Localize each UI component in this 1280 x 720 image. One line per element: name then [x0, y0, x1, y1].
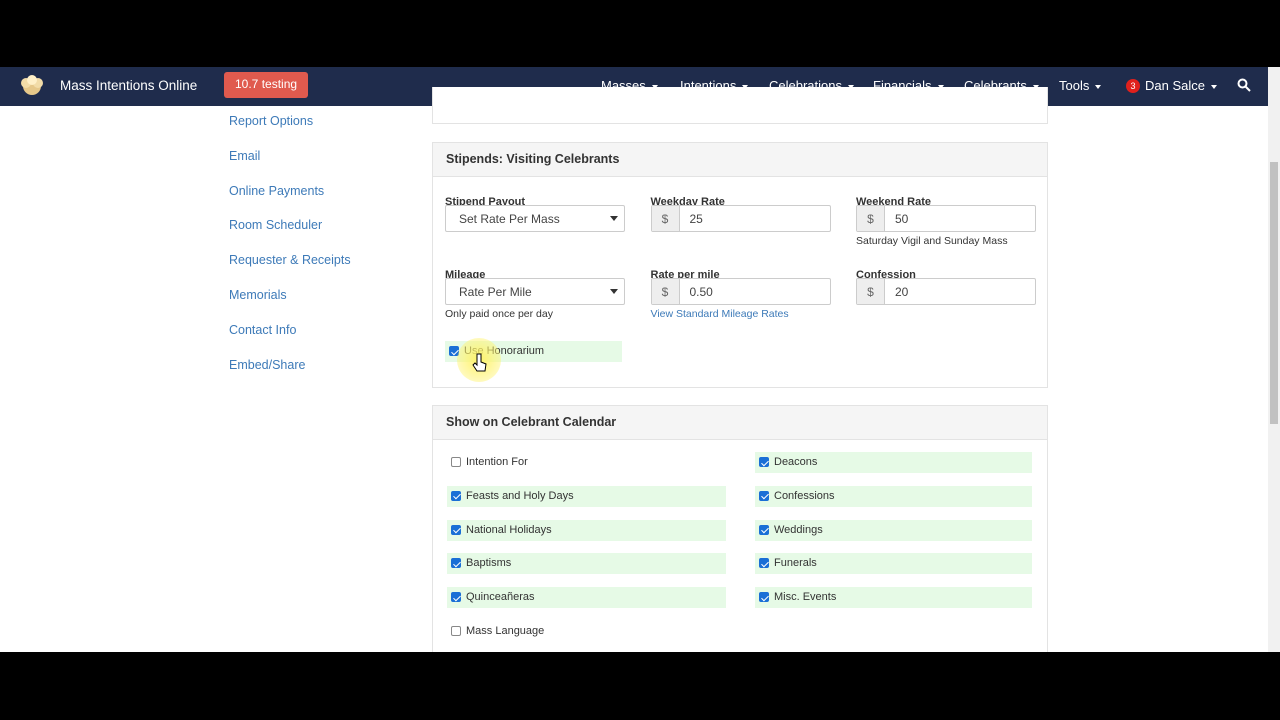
text-input[interactable]: $0.50 — [650, 278, 831, 305]
checkbox-row[interactable]: Quinceañeras — [447, 587, 726, 609]
select-caret — [610, 216, 618, 221]
notification-count[interactable]: 3 — [1126, 79, 1140, 93]
select[interactable]: Set Rate Per Mass — [445, 205, 625, 232]
text-input[interactable]: $25 — [650, 205, 831, 232]
calendar-panel: Show on Celebrant Calendar Intention For… — [432, 405, 1048, 652]
help-text: Saturday Vigil and Sunday Mass — [856, 235, 1008, 247]
checkbox-label: Mass Language — [466, 625, 545, 637]
field-value: Rate Per Mile — [459, 284, 532, 299]
checkbox-label: Feasts and Holy Days — [466, 489, 574, 502]
sidebar-link[interactable]: Email — [229, 148, 261, 163]
checkbox-label: Weddings — [774, 523, 823, 536]
sidebar-link[interactable]: Room Scheduler — [229, 218, 323, 233]
checkbox[interactable] — [759, 490, 769, 501]
checkbox[interactable] — [451, 626, 461, 636]
checkbox-row[interactable]: Baptisms — [447, 553, 726, 575]
checkbox-label: Misc. Events — [774, 591, 837, 604]
checkbox-label: Deacons — [774, 456, 818, 468]
field-value: 20 — [895, 284, 909, 299]
checkbox[interactable] — [759, 592, 769, 603]
checkbox-label: Funerals — [774, 557, 817, 570]
checkbox-row[interactable]: Funerals — [755, 553, 1032, 575]
menu-item[interactable]: Tools — [1059, 78, 1101, 93]
field-value: Set Rate Per Mass — [459, 211, 560, 226]
input-prefix: $ — [857, 279, 885, 304]
checkbox[interactable] — [759, 558, 769, 569]
cursor — [472, 353, 487, 372]
checkbox-row[interactable]: Intention For — [447, 452, 726, 473]
logo — [21, 75, 43, 95]
sidebar-link[interactable]: Contact Info — [229, 322, 297, 337]
link[interactable]: View Standard Mileage Rates — [650, 308, 789, 320]
input-prefix: $ — [857, 206, 885, 231]
checkbox-row[interactable]: Confessions — [755, 485, 1032, 507]
checkbox[interactable] — [759, 524, 769, 535]
field-value: 0.50 — [689, 284, 713, 299]
checkbox-row[interactable]: Deacons — [755, 452, 1032, 473]
checkbox-row[interactable]: Feasts and Holy Days — [447, 485, 726, 507]
sidebar-link[interactable]: Report Options — [229, 114, 314, 128]
checkbox[interactable] — [451, 490, 461, 501]
user-menu[interactable]: Dan Salce — [1145, 78, 1217, 93]
select-caret — [610, 289, 618, 294]
checkbox[interactable] — [759, 457, 769, 467]
checkbox-row[interactable]: National Holidays — [447, 519, 726, 541]
previous-panel — [432, 87, 1048, 124]
checkbox[interactable] — [451, 457, 461, 467]
field-value: 50 — [895, 211, 909, 226]
text-input[interactable]: $20 — [856, 278, 1036, 305]
app-screen: Mass Intentions Online 10.7 testing Mass… — [0, 67, 1280, 652]
checkbox-label: National Holidays — [466, 523, 552, 536]
checkbox-label: Quinceañeras — [466, 591, 535, 604]
sidebar-link[interactable]: Memorials — [229, 288, 287, 302]
checkbox-label: Intention For — [466, 456, 528, 468]
navbar: Mass Intentions Online 10.7 testing Mass… — [0, 67, 1280, 106]
text-input[interactable]: $50 — [856, 205, 1036, 232]
help-text: Only paid once per day — [445, 308, 553, 320]
field-value: 25 — [689, 211, 703, 226]
select[interactable]: Rate Per Mile — [445, 278, 625, 305]
input-prefix: $ — [651, 279, 680, 304]
checkbox[interactable] — [451, 592, 461, 603]
scroll-thumb[interactable] — [1270, 162, 1278, 424]
brand[interactable]: Mass Intentions Online — [60, 78, 198, 93]
sidebar-link[interactable]: Requester & Receipts — [229, 253, 351, 268]
panel-title: Show on Celebrant Calendar — [433, 406, 1047, 440]
sidebar-link[interactable]: Online Payments — [229, 183, 325, 198]
checkbox[interactable] — [451, 558, 461, 569]
checkbox-row[interactable]: Misc. Events — [755, 587, 1032, 609]
checkbox-label: Baptisms — [466, 557, 512, 570]
checkbox-row[interactable]: Mass Language — [447, 621, 726, 642]
input-prefix: $ — [651, 206, 680, 231]
scrollbar — [1268, 67, 1280, 652]
sidebar-link[interactable]: Embed/Share — [229, 357, 306, 372]
checkbox-row[interactable]: Weddings — [755, 519, 1032, 541]
search-icon[interactable] — [1237, 78, 1251, 92]
panel-title: Stipends: Visiting Celebrants — [433, 143, 1047, 177]
checkbox[interactable] — [451, 524, 461, 535]
env-badge: 10.7 testing — [224, 72, 309, 98]
stipends-panel: Stipends: Visiting Celebrants Stipend Pa… — [432, 142, 1048, 388]
checkbox-label: Confessions — [774, 489, 835, 502]
